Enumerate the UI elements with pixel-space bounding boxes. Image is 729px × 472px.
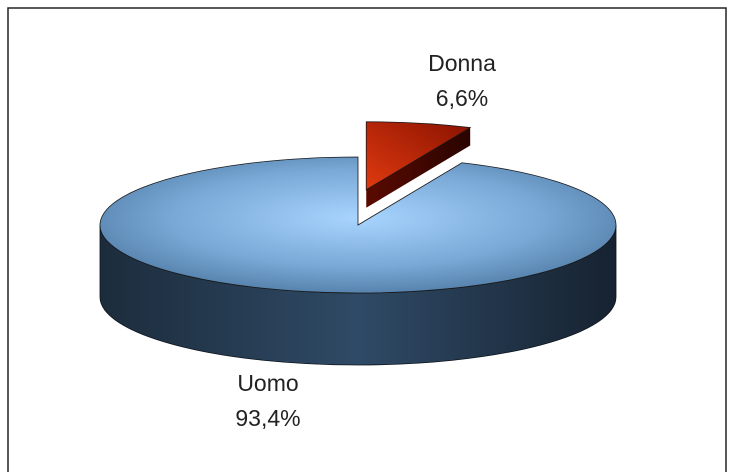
slice-value-label: 6,6% [436, 85, 488, 111]
slice [365, 121, 472, 191]
slice-label: Uomo [237, 370, 298, 396]
slice-value-label: 93,4% [235, 405, 300, 431]
slice-side [366, 127, 471, 208]
slice [99, 156, 617, 294]
slice-label: Donna [428, 50, 496, 76]
